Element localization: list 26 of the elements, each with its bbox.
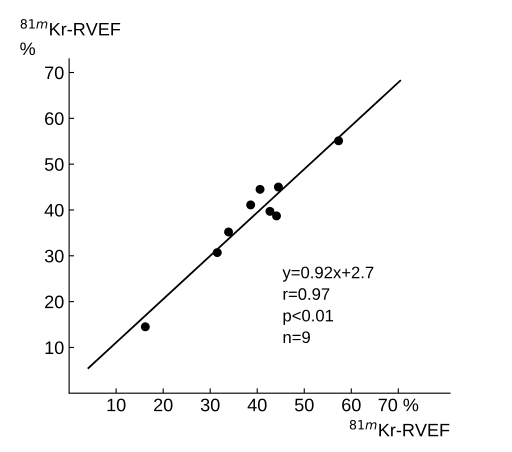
x-tick-label: 20 bbox=[154, 398, 173, 412]
x-tick-label: 60 bbox=[342, 398, 361, 412]
x-tick-label: 40 bbox=[248, 398, 267, 412]
y-tick-label: 60 bbox=[45, 112, 64, 126]
point bbox=[334, 136, 344, 146]
point bbox=[246, 200, 256, 210]
x-tick-label: 70 % bbox=[378, 398, 418, 412]
y-tick-label: 70 bbox=[45, 66, 64, 80]
y-tick-label: 20 bbox=[45, 296, 64, 308]
point bbox=[265, 206, 274, 216]
y-tick-label: 50 bbox=[44, 158, 64, 171]
point bbox=[256, 184, 265, 194]
y-tick-label: 30 bbox=[44, 250, 64, 263]
y-tick-label: 40 bbox=[44, 204, 64, 217]
y-axis-title: $^{81m}$Kr-RVEF % bbox=[20, 19, 120, 56]
y-tick-label: 10 bbox=[46, 341, 64, 354]
point bbox=[272, 211, 282, 220]
x-tick-label: 10 bbox=[107, 398, 126, 412]
annotation: y=0.92x+2.7 r=0.97 p<0.01 n=9 bbox=[282, 266, 374, 344]
point bbox=[274, 182, 283, 192]
point bbox=[224, 227, 234, 236]
x-axis-title: $^{81m}$Kr-RVEF bbox=[350, 420, 450, 436]
point bbox=[140, 322, 150, 332]
x-tick-label: 30 bbox=[200, 398, 220, 412]
x-tick-label: 50 bbox=[294, 398, 314, 412]
point bbox=[212, 248, 222, 258]
